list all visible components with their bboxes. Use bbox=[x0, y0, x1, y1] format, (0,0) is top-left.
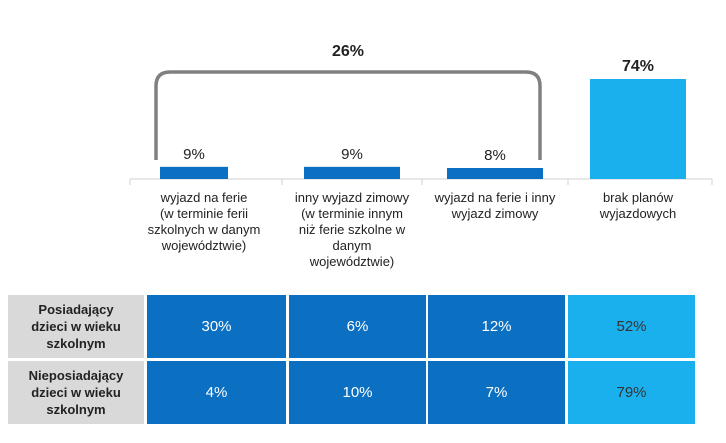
category-label: wyjazd na ferie i inny wyjazd zimowy bbox=[434, 190, 556, 221]
table-row-header: Posiadający dzieci w wieku szkolnym bbox=[8, 295, 144, 358]
bar-value-label: 9% bbox=[183, 146, 205, 163]
category-label: inny wyjazd zimowy (w terminie innym niż… bbox=[294, 190, 410, 269]
bar bbox=[304, 166, 400, 179]
table-cell: 7% bbox=[428, 361, 565, 424]
table-cell: 30% bbox=[147, 295, 286, 358]
bar bbox=[590, 79, 686, 179]
table-cell: 79% bbox=[568, 361, 695, 424]
table-cell: 6% bbox=[289, 295, 426, 358]
bar-value-label: 8% bbox=[484, 147, 506, 164]
category-label: wyjazd na ferie (w terminie ferii szkoln… bbox=[147, 190, 261, 253]
grouping-bracket bbox=[154, 70, 542, 160]
category-label: brak planów wyjazdowych bbox=[599, 190, 677, 221]
table-cell: 52% bbox=[568, 295, 695, 358]
table-row-header: Nieposiadający dzieci w wieku szkolnym bbox=[8, 361, 144, 424]
table-cell: 12% bbox=[428, 295, 565, 358]
bar bbox=[447, 168, 543, 179]
bar-value-label: 9% bbox=[341, 146, 363, 163]
table-cell: 4% bbox=[147, 361, 286, 424]
bar bbox=[160, 166, 228, 179]
bar-value-label: 74% bbox=[622, 58, 654, 75]
bracket-total-label: 26% bbox=[332, 43, 364, 60]
table-cell: 10% bbox=[289, 361, 426, 424]
